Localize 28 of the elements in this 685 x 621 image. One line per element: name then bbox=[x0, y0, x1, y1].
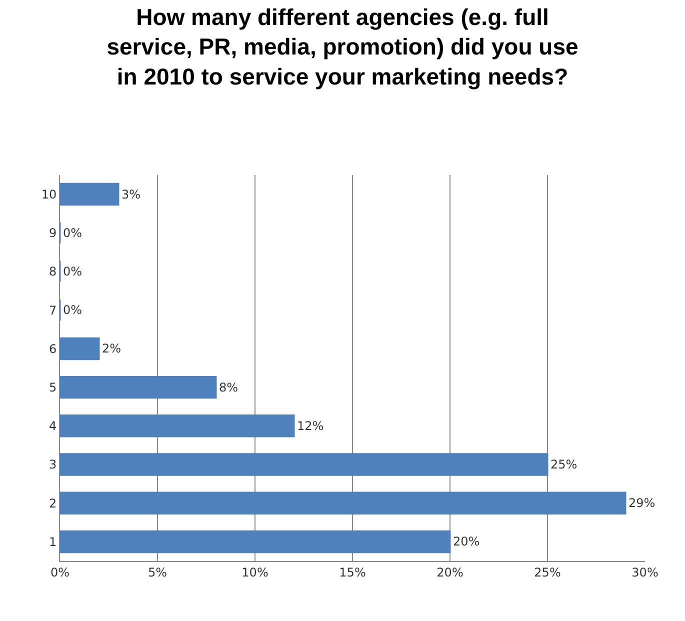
data-label: 2% bbox=[102, 342, 122, 356]
x-tick-label: 20% bbox=[436, 565, 464, 580]
data-label: 0% bbox=[63, 303, 82, 318]
y-tick-label: 1 bbox=[48, 534, 57, 549]
x-tick-label: 30% bbox=[632, 565, 658, 580]
data-label: 0% bbox=[63, 264, 82, 279]
data-label: 8% bbox=[219, 380, 238, 394]
y-tick-label: 9 bbox=[48, 226, 57, 240]
y-tick-label: 7 bbox=[48, 303, 57, 318]
y-tick-label: 5 bbox=[48, 380, 57, 394]
y-tick-label: 3 bbox=[48, 458, 57, 472]
data-label: 3% bbox=[122, 187, 141, 202]
data-label: 12% bbox=[297, 418, 324, 433]
y-tick-label: 4 bbox=[48, 419, 57, 434]
data-label: 0% bbox=[63, 226, 82, 240]
x-tick-label: 25% bbox=[534, 565, 561, 580]
y-tick-label: 2 bbox=[48, 496, 57, 510]
data-label: 25% bbox=[550, 458, 578, 472]
x-tick-label: 5% bbox=[148, 565, 168, 580]
x-tick-label: 15% bbox=[339, 565, 366, 580]
data-label: 20% bbox=[453, 534, 480, 549]
x-tick-label: 10% bbox=[242, 565, 268, 580]
chart-title: How many different agencies (e.g. full service, PR, media, promotion) did you use in 2010 to service your marketing needs? bbox=[106, 4, 578, 90]
y-tick-label: 8 bbox=[48, 264, 57, 279]
y-tick-label: 10 bbox=[41, 188, 57, 202]
y-tick-label: 6 bbox=[48, 342, 57, 356]
data-label: 29% bbox=[628, 496, 656, 510]
x-tick-label: 0% bbox=[50, 565, 70, 580]
